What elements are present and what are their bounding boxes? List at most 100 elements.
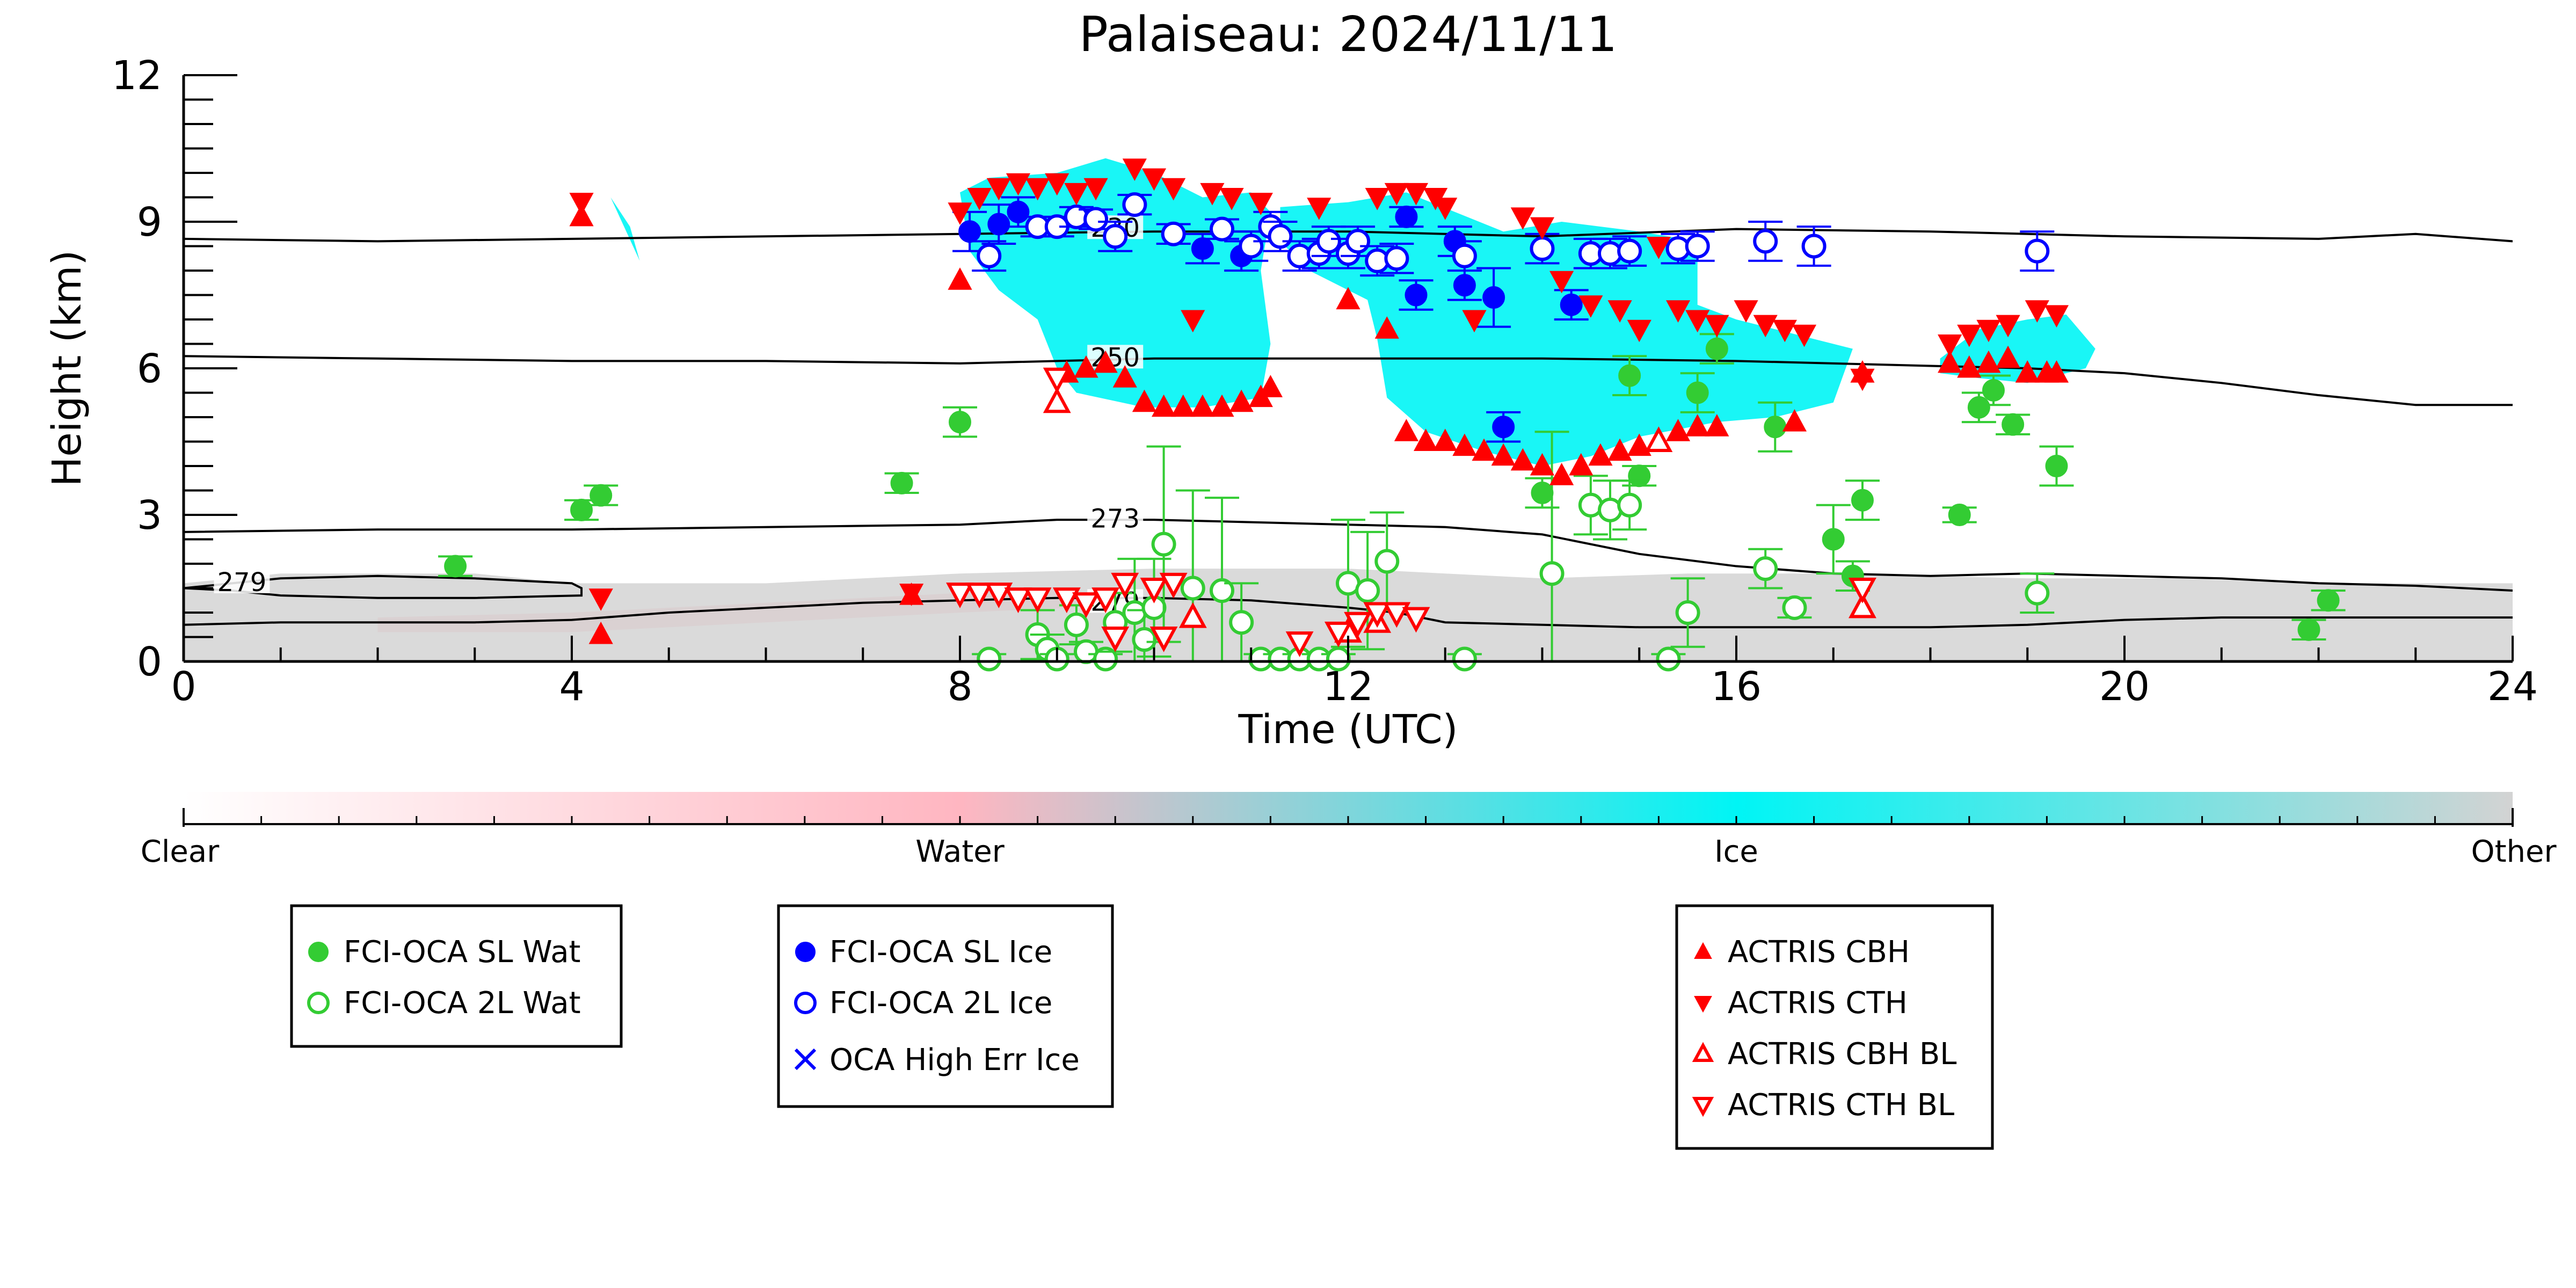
point-fci-oca-sl-ice-10	[1492, 416, 1515, 439]
point-fci-oca-2l-ice-28	[2025, 238, 2050, 264]
point-actris-cth-40	[1938, 334, 1962, 357]
point-actris-cth-27	[1549, 271, 1574, 294]
point-actris-cbh-28	[1588, 443, 1613, 466]
contour-label-bg-279-3	[214, 569, 270, 593]
point-actris-cbh-bl-0	[1043, 387, 1071, 413]
point-fci-oca-2l-wat-28	[1656, 646, 1681, 672]
point-actris-cth-19	[1365, 188, 1389, 210]
legend-symbol-oca-high-err-ice	[794, 1048, 817, 1071]
point-actris-cth-14	[1181, 310, 1205, 333]
point-actris-cth-10	[1083, 178, 1108, 201]
legend-label-cth-bl: ACTRIS CTH BL	[1728, 1088, 1954, 1123]
legend-marker-sl-ice	[795, 942, 816, 962]
legend-marker-high-err-ice	[794, 1048, 817, 1071]
point-fci-oca-2l-ice-19	[1452, 243, 1477, 268]
point-fci-oca-sl-ice-5	[1395, 205, 1418, 228]
point-actris-cth-bl-20	[1849, 578, 1876, 603]
point-fci-oca-sl-wat-16	[1982, 379, 2005, 402]
contour-label-279-3: 279	[217, 567, 267, 598]
point-fci-oca-2l-wat-32	[2025, 580, 2050, 606]
point-fci-oca-2l-wat-21	[1355, 578, 1380, 603]
legend-ice: FCI-OCA SL Ice FCI-OCA 2L Ice OCA High E…	[777, 904, 1114, 1108]
legend-symbol-fci-oca-sl-wat	[308, 942, 329, 962]
point-actris-cth-bl-14	[1285, 631, 1314, 657]
point-actris-cbh-43	[2044, 360, 2069, 383]
legend-label-cbh-bl: ACTRIS CBH BL	[1728, 1037, 1956, 1072]
legend-water-frame	[290, 904, 623, 1048]
point-fci-oca-2l-ice-14	[1316, 229, 1341, 254]
legend-label-2l-ice: FCI-OCA 2L Ice	[829, 986, 1052, 1021]
point-fci-oca-2l-wat-14	[1229, 610, 1254, 635]
colorbar-ticks	[183, 816, 2514, 824]
legend-marker-2l-wat	[307, 992, 330, 1014]
point-actris-cbh-32	[1665, 419, 1691, 441]
y-tick-label-9: 9	[137, 199, 162, 245]
point-fci-oca-2l-wat-6	[1093, 646, 1118, 672]
point-fci-oca-sl-wat-10	[1764, 416, 1787, 439]
legend-water: FCI-OCA SL Wat FCI-OCA 2L Wat	[290, 904, 623, 1048]
point-fci-oca-sl-ice-2	[1007, 200, 1030, 223]
point-fci-oca-sl-wat-11	[1822, 528, 1845, 551]
point-actris-cbh-22	[1472, 438, 1496, 461]
point-fci-oca-2l-ice-6	[1122, 192, 1147, 217]
legend-label-sl-ice: FCI-OCA SL Ice	[829, 935, 1052, 970]
point-actris-cth-25	[1510, 207, 1535, 230]
x-tick-label-16: 16	[1711, 664, 1762, 710]
point-actris-cth-bl-9	[1111, 572, 1139, 599]
contour-label-273-2: 273	[1090, 504, 1140, 534]
point-fci-oca-sl-wat-14	[1948, 504, 1971, 526]
point-fci-oca-2l-ice-26	[1753, 229, 1778, 254]
legend-label-high-err-ice: OCA High Err Ice	[829, 1043, 1080, 1078]
point-fci-oca-2l-wat-12	[1180, 576, 1205, 601]
point-actris-cth-bl-4	[1004, 587, 1032, 613]
point-fci-oca-2l-wat-31	[1782, 595, 1807, 620]
x-tick-label-8: 8	[947, 664, 972, 710]
point-actris-cbh-10	[1171, 394, 1196, 417]
point-fci-oca-sl-ice-1	[987, 213, 1010, 236]
point-actris-cth-20	[1384, 183, 1409, 206]
point-fci-oca-2l-wat-13	[1210, 578, 1235, 603]
legend-marker-cbh	[1694, 942, 1712, 959]
point-fci-oca-sl-wat-17	[2002, 413, 2025, 436]
point-actris-cth-35	[1734, 300, 1758, 323]
colorbar-label-other: Other	[2471, 834, 2557, 869]
contour-label-bg-250-1	[1087, 345, 1144, 369]
x-tick-label-24: 24	[2487, 664, 2538, 710]
legend-marker-cth	[1694, 996, 1712, 1013]
point-fci-oca-2l-ice-11	[1268, 224, 1293, 249]
point-actris-cbh-18	[1394, 419, 1419, 441]
point-actris-cth-36	[1753, 315, 1778, 338]
point-fci-oca-2l-wat-0	[977, 646, 1002, 672]
legend-symbol-fci-oca-2l-ice	[794, 992, 817, 1014]
point-actris-cbh-34	[1705, 414, 1729, 436]
point-actris-cbh-0	[569, 203, 594, 227]
colorbar-label-ice: Ice	[1714, 834, 1758, 869]
chart-title: Palaiseau: 2024/11/11	[1079, 6, 1618, 63]
point-actris-cbh-25	[1530, 453, 1555, 476]
point-fci-oca-sl-ice-9	[1482, 286, 1505, 309]
point-actris-cth-5	[986, 178, 1011, 201]
point-actris-cbh-9	[1151, 394, 1176, 417]
contour-line-279-3	[184, 574, 583, 599]
point-actris-cbh-24	[1510, 448, 1535, 471]
point-actris-cth-bl-13	[1149, 627, 1178, 652]
legend-symbol-fci-oca-sl-ice	[795, 942, 816, 962]
point-actris-cth-43	[1996, 315, 2020, 338]
legend-label-cbh: ACTRIS CBH	[1728, 935, 1910, 970]
series-actris-cth	[569, 158, 2069, 611]
point-actris-cth-33	[1685, 310, 1710, 333]
point-fci-oca-sl-ice-3	[1191, 237, 1214, 260]
point-fci-oca-2l-ice-23	[1617, 238, 1642, 264]
point-fci-oca-sl-wat-4	[949, 411, 971, 434]
point-actris-cth-bl-18	[1382, 602, 1411, 628]
data-series	[438, 158, 2346, 672]
point-fci-oca-2l-ice-8	[1210, 216, 1235, 242]
point-actris-cth-bl-5	[1023, 587, 1052, 613]
point-actris-cbh-39	[1976, 350, 2001, 373]
point-actris-cth-24	[1462, 310, 1487, 333]
legend-symbol-actris-cth	[1694, 996, 1712, 1013]
point-actris-cth-39	[1850, 368, 1875, 391]
point-actris-cth-1	[588, 588, 613, 611]
point-actris-cth-0	[569, 193, 594, 215]
